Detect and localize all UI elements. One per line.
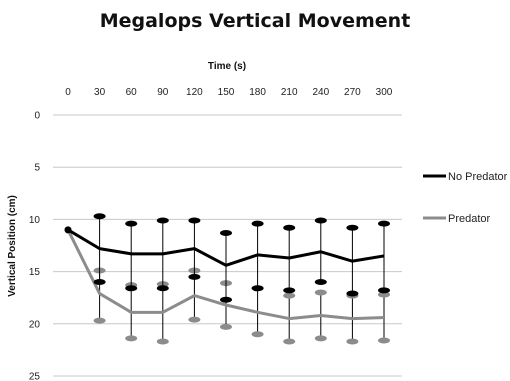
error-cap-upper bbox=[93, 213, 106, 220]
legend-label: Predator bbox=[448, 213, 491, 225]
error-cap-upper bbox=[125, 220, 138, 227]
error-cap-upper bbox=[378, 220, 390, 227]
error-cap-lower bbox=[283, 287, 296, 294]
x-tick-label: 210 bbox=[281, 87, 298, 98]
x-tick-label: 180 bbox=[249, 87, 266, 98]
x-tick-label: 270 bbox=[344, 87, 361, 98]
error-cap-upper bbox=[346, 224, 359, 231]
error-cap-lower bbox=[156, 338, 169, 345]
error-cap-upper bbox=[220, 229, 232, 236]
x-tick-labels: 0 30 60 90 120 150 180 210 240 270 300 bbox=[65, 87, 393, 98]
error-cap-lower bbox=[156, 285, 169, 292]
error-cap-lower bbox=[125, 285, 138, 292]
x-tick-label: 120 bbox=[186, 87, 203, 98]
error-cap-lower bbox=[346, 338, 359, 345]
series-marks bbox=[64, 213, 390, 345]
error-cap-lower bbox=[251, 331, 264, 338]
error-cap-lower bbox=[220, 296, 232, 303]
error-cap-lower bbox=[188, 316, 201, 323]
y-tick-label: 5 bbox=[34, 163, 40, 174]
x-tick-label: 60 bbox=[126, 87, 138, 98]
error-cap-lower bbox=[378, 337, 390, 344]
series-0 bbox=[64, 213, 390, 303]
error-cap-lower bbox=[378, 287, 390, 294]
y-tick-label: 20 bbox=[29, 319, 41, 330]
legend-label: No Predator bbox=[448, 171, 508, 183]
error-cap-lower bbox=[314, 279, 327, 286]
x-tick-label: 0 bbox=[65, 87, 71, 98]
error-cap-lower bbox=[346, 290, 359, 297]
error-cap-lower bbox=[220, 323, 232, 330]
error-cap-lower bbox=[188, 273, 201, 280]
y-axis-title: Vertical Position (cm) bbox=[7, 195, 18, 297]
error-cap-lower bbox=[251, 285, 264, 292]
y-tick-label: 15 bbox=[29, 267, 41, 278]
x-tick-label: 90 bbox=[157, 87, 169, 98]
x-tick-label: 300 bbox=[376, 87, 393, 98]
legend: No Predator Predator bbox=[423, 171, 508, 225]
error-cap-upper bbox=[314, 217, 327, 224]
error-cap-upper bbox=[283, 292, 296, 299]
error-cap-upper bbox=[188, 217, 201, 224]
y-tick-label: 0 bbox=[34, 111, 40, 122]
data-point bbox=[64, 226, 72, 234]
y-tick-labels: 0 5 10 15 20 25 bbox=[29, 111, 41, 381]
y-tick-label: 25 bbox=[29, 372, 41, 381]
x-axis-title: Time (s) bbox=[208, 61, 246, 72]
error-cap-lower bbox=[93, 317, 106, 324]
chart-title: Megalops Vertical Movement bbox=[100, 10, 411, 32]
y-tick-label: 10 bbox=[29, 215, 41, 226]
x-tick-label: 240 bbox=[312, 87, 329, 98]
error-cap-upper bbox=[378, 291, 390, 298]
x-tick-label: 150 bbox=[218, 87, 235, 98]
gridlines bbox=[53, 114, 402, 377]
error-cap-upper bbox=[156, 217, 169, 224]
error-cap-upper bbox=[314, 289, 327, 296]
error-cap-lower bbox=[93, 279, 106, 286]
error-cap-upper bbox=[251, 220, 264, 227]
error-cap-lower bbox=[125, 335, 138, 342]
error-cap-upper bbox=[283, 224, 296, 231]
x-tick-label: 30 bbox=[94, 87, 106, 98]
error-cap-lower bbox=[283, 338, 296, 345]
error-cap-lower bbox=[314, 335, 327, 342]
